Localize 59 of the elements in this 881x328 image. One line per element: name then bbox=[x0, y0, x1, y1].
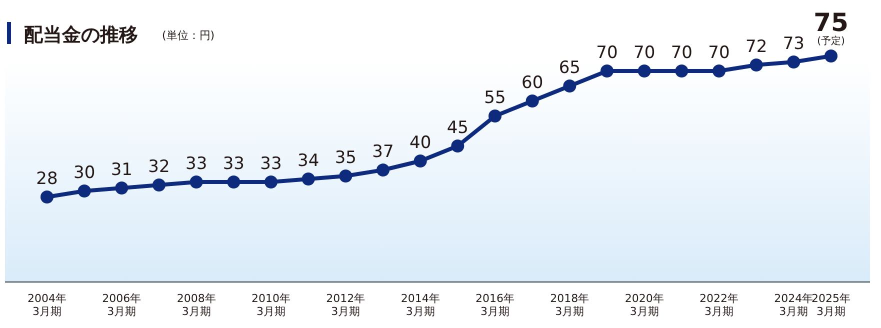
point bbox=[526, 94, 539, 108]
point bbox=[787, 56, 800, 68]
point bbox=[376, 164, 390, 176]
data-label: 75 bbox=[814, 8, 848, 37]
point bbox=[712, 64, 726, 78]
data-label: 60 bbox=[522, 73, 544, 93]
x-tick-label: 2008年 3月期 bbox=[176, 292, 216, 318]
point bbox=[115, 182, 128, 194]
data-label: 70 bbox=[634, 43, 656, 63]
point bbox=[339, 170, 352, 182]
x-tick-label: 2018年 3月期 bbox=[550, 292, 590, 318]
x-tick-label: 2025年 3月期 bbox=[812, 292, 850, 318]
data-label: 35 bbox=[334, 148, 356, 168]
point bbox=[563, 80, 576, 92]
chart-subtitle: (単位：円) bbox=[162, 29, 215, 42]
x-tick-label: 2022年 3月期 bbox=[700, 292, 738, 318]
data-label: 34 bbox=[298, 151, 320, 171]
x-tick-label: 2024年 3月期 bbox=[774, 292, 814, 318]
data-label: 33 bbox=[186, 154, 208, 174]
data-label: 45 bbox=[446, 118, 468, 138]
data-label: 28 bbox=[36, 169, 58, 189]
x-tick-label: 2020年 3月期 bbox=[624, 292, 664, 318]
chart-title: 配当金の推移 bbox=[24, 24, 138, 46]
point bbox=[227, 176, 240, 188]
data-label: 70 bbox=[708, 43, 730, 63]
data-label: 31 bbox=[110, 160, 132, 180]
point bbox=[675, 64, 688, 78]
point bbox=[302, 172, 315, 186]
x-tick-label: 2006年 3月期 bbox=[102, 292, 142, 318]
data-label: 30 bbox=[74, 163, 96, 183]
point bbox=[190, 176, 203, 188]
data-label: 72 bbox=[746, 37, 768, 57]
point bbox=[750, 58, 763, 72]
x-tick-label: 2012年 3月期 bbox=[326, 292, 366, 318]
annotation: (予定) bbox=[817, 35, 845, 47]
x-tick-label: 2010年 3月期 bbox=[252, 292, 290, 318]
x-tick-label: 2014年 3月期 bbox=[400, 292, 440, 318]
point bbox=[451, 140, 464, 152]
data-label: 33 bbox=[260, 154, 282, 174]
data-label: 33 bbox=[222, 154, 244, 174]
x-tick-label: 2016年 3月期 bbox=[476, 292, 514, 318]
point bbox=[152, 178, 166, 192]
data-label: 55 bbox=[484, 88, 506, 108]
point bbox=[824, 50, 838, 62]
data-label: 40 bbox=[410, 133, 432, 153]
data-label: 65 bbox=[558, 58, 580, 78]
point bbox=[40, 190, 54, 204]
point bbox=[488, 110, 502, 122]
point bbox=[414, 154, 427, 168]
data-label: 32 bbox=[148, 157, 170, 177]
point bbox=[264, 176, 278, 188]
data-label: 70 bbox=[596, 43, 618, 63]
x-tick-label: 2004年 3月期 bbox=[28, 292, 66, 318]
data-label: 37 bbox=[372, 142, 394, 162]
data-label: 70 bbox=[670, 43, 692, 63]
data-label: 73 bbox=[782, 34, 804, 54]
point bbox=[600, 64, 614, 78]
point bbox=[78, 184, 91, 198]
point bbox=[638, 64, 651, 78]
